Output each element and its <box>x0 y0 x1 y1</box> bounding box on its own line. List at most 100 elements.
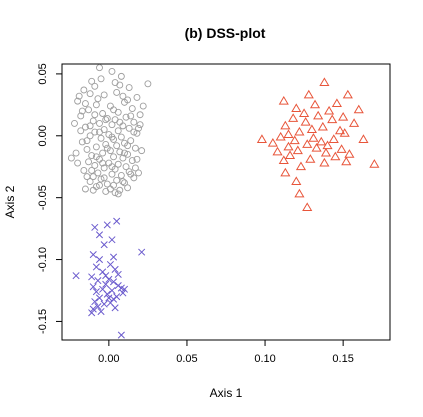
x-point <box>102 280 110 288</box>
y-tick-label: 0.05 <box>37 63 49 84</box>
circle-point <box>80 166 88 174</box>
circle-point <box>139 102 147 110</box>
triangle-point <box>338 112 349 121</box>
circle-point <box>117 171 125 179</box>
circle-point <box>100 164 108 172</box>
circle-point <box>67 154 75 162</box>
circle-point <box>124 96 132 104</box>
circle-point <box>125 124 133 132</box>
x-axis-label: Axis 1 <box>210 386 243 400</box>
triangle-point <box>291 103 302 112</box>
circle-point <box>92 143 100 151</box>
circle-point <box>91 128 99 136</box>
circle-point <box>78 107 86 115</box>
triangle-point <box>331 98 342 108</box>
x-point <box>95 231 104 239</box>
circle-point <box>113 142 121 150</box>
y-axis-label: Axis 2 <box>3 185 17 218</box>
circle-point <box>96 128 103 136</box>
circle-point <box>99 159 107 167</box>
data-points <box>67 64 380 339</box>
circle-point <box>113 89 121 96</box>
circle-point <box>131 164 139 172</box>
circle-point <box>110 106 117 114</box>
circle-point <box>86 132 94 140</box>
circle-point <box>78 138 86 146</box>
x-point <box>94 277 102 285</box>
circle-point <box>74 159 82 167</box>
circle-point <box>99 149 107 157</box>
circle-point <box>86 178 94 186</box>
x-tick-label: 0.10 <box>254 353 275 365</box>
circle-point <box>85 158 93 166</box>
chart-title: (b) DSS-plot <box>185 25 266 41</box>
circle-point <box>99 110 107 117</box>
triangle-point <box>327 114 338 124</box>
circle-point <box>117 72 125 80</box>
circle-point <box>114 190 122 198</box>
circle-point <box>106 102 114 110</box>
circle-point <box>121 179 128 187</box>
circle-point <box>127 137 135 145</box>
x-point <box>92 263 100 271</box>
circle-point <box>116 148 124 156</box>
circle-point <box>119 92 127 100</box>
y-tick-label: -0.10 <box>37 247 49 272</box>
y-tick-label: -0.15 <box>37 309 49 334</box>
x-point <box>103 221 111 229</box>
circle-point <box>138 147 146 155</box>
circle-point <box>74 97 82 105</box>
circle-point <box>130 174 138 182</box>
circle-point <box>97 134 105 142</box>
triangle-point <box>328 134 339 143</box>
circle-point <box>124 184 132 192</box>
triangle-point <box>280 120 291 130</box>
triangle-point <box>303 89 314 99</box>
circle-point <box>94 95 102 103</box>
triangle-point <box>283 129 294 138</box>
plot-frame <box>61 63 391 341</box>
triangle-point <box>306 124 317 134</box>
x-point <box>113 217 121 225</box>
triangle-point <box>369 159 380 168</box>
circle-point <box>136 121 144 129</box>
triangle-point <box>317 121 328 131</box>
triangle-point <box>294 188 305 198</box>
circle-point <box>96 119 103 127</box>
x-point <box>120 285 129 293</box>
circle-point <box>81 123 89 131</box>
y-tick-label: -0.05 <box>37 185 49 210</box>
circle-point <box>114 127 122 135</box>
triangle-point <box>272 146 283 156</box>
x-point <box>109 253 118 261</box>
y-tick-label: 0.00 <box>37 125 49 146</box>
triangle-point <box>292 145 303 155</box>
triangle-point <box>299 108 310 117</box>
x-point <box>108 236 116 244</box>
circle-point <box>100 174 108 182</box>
circle-point <box>110 181 117 189</box>
circle-point <box>85 106 93 114</box>
triangle-point <box>302 202 313 212</box>
circle-point <box>116 118 124 126</box>
triangle-point <box>300 116 311 126</box>
circle-point <box>113 176 121 184</box>
y-axis: 0.05 0.00 -0.05 -0.10 -0.15 <box>37 63 62 334</box>
x-point <box>119 289 127 297</box>
circle-point <box>108 133 116 141</box>
circle-point <box>119 178 127 186</box>
triangle-point <box>288 113 299 122</box>
x-point <box>95 294 104 302</box>
circle-point <box>103 115 111 122</box>
circle-point <box>89 186 97 194</box>
x-point <box>89 251 97 259</box>
x-point <box>105 294 113 302</box>
triangle-point <box>278 155 289 164</box>
triangle-point <box>313 110 324 120</box>
x-point <box>109 278 118 286</box>
circle-point <box>124 150 132 158</box>
circle-point <box>133 93 141 101</box>
circle-point <box>108 121 116 129</box>
triangle-point <box>320 147 332 157</box>
